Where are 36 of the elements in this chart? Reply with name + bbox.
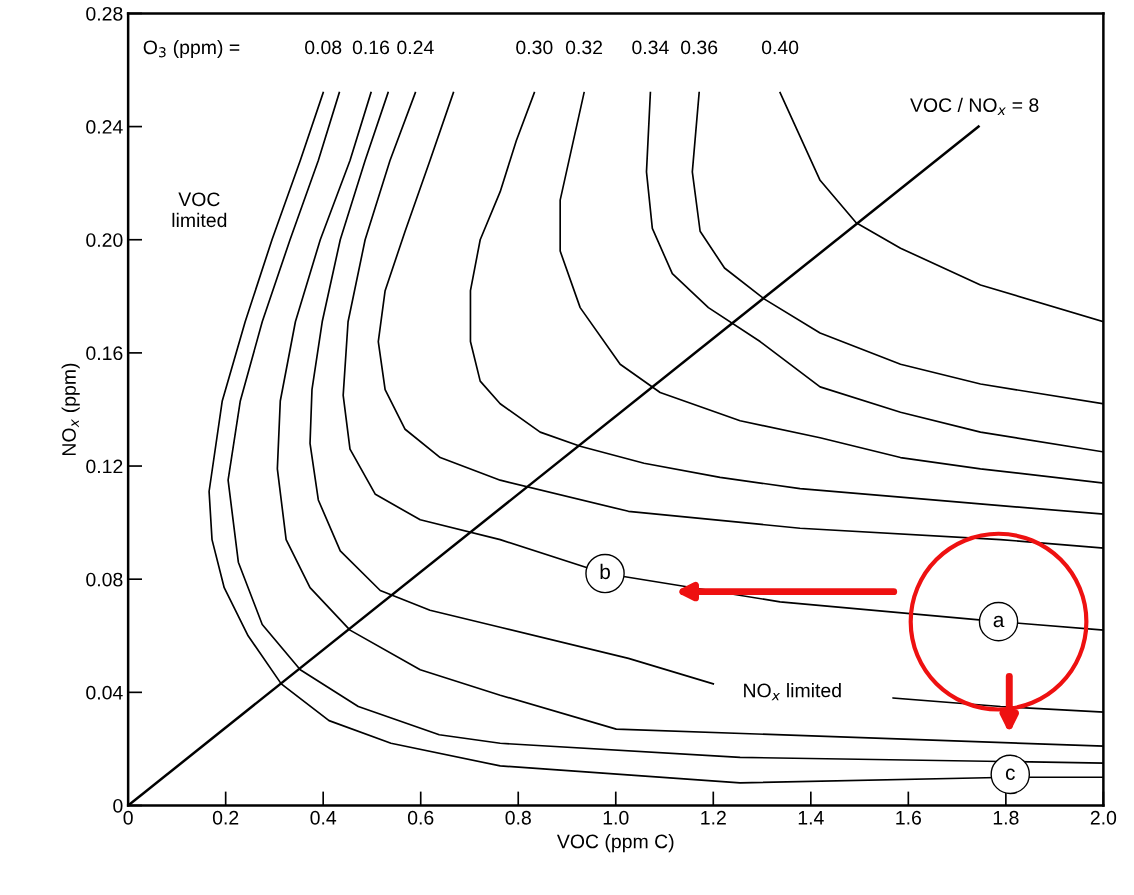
x-tick-label: 1.6 <box>896 810 921 825</box>
text: 0.40 <box>761 40 799 55</box>
x-tick-label: 0.2 <box>212 810 239 825</box>
y-tick-label: 0.24 <box>86 120 123 134</box>
annotation: b <box>600 563 610 580</box>
y-tick-label: 0.12 <box>86 459 123 474</box>
text: 0.30 <box>516 40 553 55</box>
y-tick-label: 0.20 <box>86 233 123 247</box>
x-tick-label: 0.4 <box>310 810 337 825</box>
text: 0.34 <box>632 40 669 55</box>
annotation: VOC / NO$_{x}$ = 8 <box>910 97 1039 115</box>
text: 0.32 <box>565 40 603 55</box>
annotation: O$_{3}$ (ppm) = <box>143 39 240 59</box>
x-tick-label: 1.8 <box>993 810 1019 825</box>
x-tick-label: 0 <box>123 810 133 825</box>
x-tick-label: 0.8 <box>505 810 531 825</box>
x-tick-label: 1.4 <box>798 811 824 825</box>
x-tick-label: 1.0 <box>603 810 629 825</box>
y-tick-label: 0.28 <box>86 6 123 21</box>
x-tick-label: 0.6 <box>407 810 434 825</box>
text: 0.36 <box>680 40 718 55</box>
y-tick-label: 0.16 <box>86 346 123 361</box>
y-tick-label: 0.04 <box>86 685 123 700</box>
y-tick-label: 0.08 <box>86 572 123 587</box>
y-axis-title: NO$_{x}$ (ppm) <box>61 363 80 456</box>
annotation: a <box>993 615 1005 628</box>
annotation: NO$_{x}$ limited <box>744 683 841 701</box>
text: 0.16 <box>352 40 390 55</box>
y-tick-label: 0 <box>113 798 123 813</box>
text: 0.24 <box>397 40 434 55</box>
x-tick-label: 2.0 <box>1090 810 1117 825</box>
text: 0.08 <box>305 40 342 55</box>
x-axis-title: VOC (ppm C) <box>556 834 674 853</box>
annotation: VOC limited <box>172 192 227 228</box>
annotation: c <box>1005 768 1015 780</box>
x-tick-label: 1.2 <box>701 810 726 825</box>
